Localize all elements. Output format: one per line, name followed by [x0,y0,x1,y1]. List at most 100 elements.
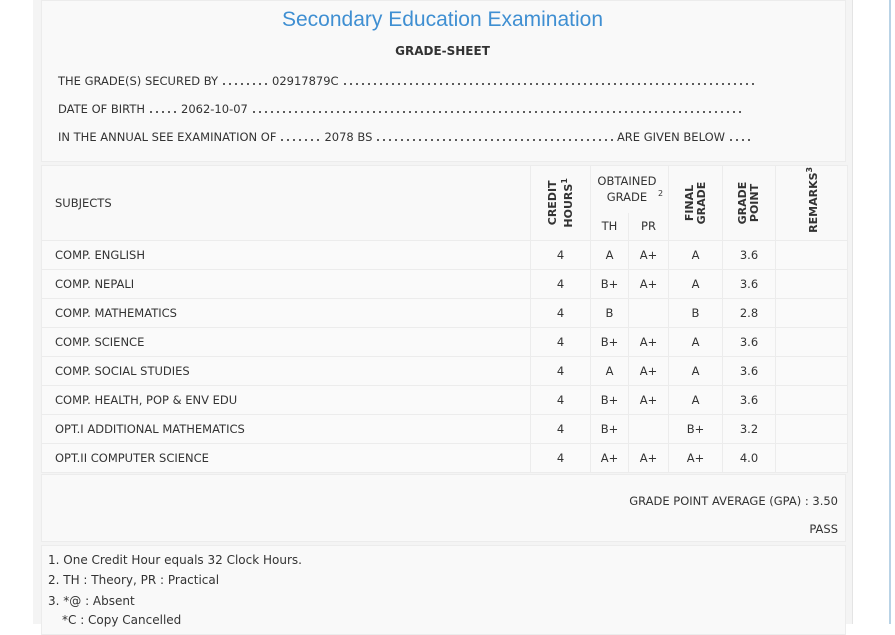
info-value: 2062-10-07 [181,102,248,116]
cell-pr [628,298,669,328]
header-obtained: OBTAINED GRADE 2 [590,165,669,213]
cell-credit: 4 [530,298,591,328]
header-text: OBTAINED GRADE [597,174,657,205]
cell-pr: A+ [628,269,669,299]
info-label: IN THE ANNUAL SEE EXAMINATION OF [58,130,277,144]
note: 1. One Credit Hour equals 32 Clock Hours… [48,553,302,567]
header-text: FINAL GRADE [682,181,708,225]
cell-th: B+ [590,269,629,299]
note: 2. TH : Theory, PR : Practical [48,573,220,587]
cell-subject: COMP. MATHEMATICS [41,298,531,328]
cell-gp: 3.6 [722,327,776,357]
scroll-edge [889,0,891,624]
cell-final: A [668,327,723,357]
header-remarks: REMARKS3 [775,165,848,241]
cell-remarks [775,269,848,299]
note: *C : Copy Cancelled [62,613,182,627]
result: PASS [809,522,838,536]
subtitle: GRADE-SHEET [395,44,490,58]
cell-subject: COMP. NEPALI [41,269,531,299]
cell-pr: A+ [628,327,669,357]
cell-th: B+ [590,385,629,415]
cell-final: B+ [668,414,723,444]
cell-pr: A+ [628,240,669,270]
cell-gp: 3.6 [722,240,776,270]
cell-subject: OPT.II COMPUTER SCIENCE [41,443,531,473]
cell-th: A [590,240,629,270]
cell-gp: 3.6 [722,385,776,415]
cell-final: A [668,240,723,270]
cell-subject: COMP. SOCIAL STUDIES [41,356,531,386]
header-gp: GRADE POINT [722,165,776,241]
header-text: REMARKS [806,172,820,233]
grade-table: SUBJECTS CREDIT HOURS1 OBTAINED GRADE 2 F… [41,165,848,473]
header-pr: PR [628,212,669,241]
cell-pr: A+ [628,356,669,386]
cell-remarks [775,385,848,415]
header-credit: CREDIT HOURS1 [530,165,591,241]
grade-row: COMP. NEPALI 4 B+ A+ A 3.6 [41,269,848,299]
grade-row: COMP. ENGLISH 4 A A+ A 3.6 [41,240,848,270]
info-line: IN THE ANNUAL SEE EXAMINATION OF 2078 BS A… [58,130,757,144]
header-subjects: SUBJECTS [41,165,531,241]
footnote-ref: 3 [804,167,814,173]
gpa-value: 3.50 [812,494,838,508]
cell-gp: 3.2 [722,414,776,444]
info-line: THE GRADE(S) SECURED BY 02917879C [58,74,757,88]
cell-remarks [775,443,848,473]
cell-remarks [775,414,848,444]
footnote-ref: 2 [657,189,664,199]
grade-row: COMP. HEALTH, POP & ENV EDU 4 B+ A+ A 3.6 [41,385,848,415]
grade-row: COMP. SOCIAL STUDIES 4 A A+ A 3.6 [41,356,848,386]
cell-pr: A+ [628,385,669,415]
grade-row: OPT.II COMPUTER SCIENCE 4 A+ A+ A+ 4.0 [41,443,848,473]
cell-credit: 4 [530,414,591,444]
footnote-ref: 1 [559,178,569,184]
cell-final: A+ [668,443,723,473]
header-final: FINAL GRADE [668,165,723,241]
grade-row: OPT.I ADDITIONAL MATHEMATICS 4 B+ B+ 3.2 [41,414,848,444]
note: 3. *@ : Absent [48,594,135,608]
grade-row: COMP. MATHEMATICS 4 B B 2.8 [41,298,848,328]
info-label: THE GRADE(S) SECURED BY [58,74,219,88]
cell-gp: 2.8 [722,298,776,328]
cell-subject: OPT.I ADDITIONAL MATHEMATICS [41,414,531,444]
cell-credit: 4 [530,385,591,415]
cell-gp: 4.0 [722,443,776,473]
cell-th: A [590,356,629,386]
notes-panel [41,545,846,635]
cell-pr: A+ [628,443,669,473]
cell-credit: 4 [530,240,591,270]
cell-final: A [668,385,723,415]
info-value: 2078 BS [324,130,373,144]
cell-th: A+ [590,443,629,473]
grade-sheet: Secondary Education Examination GRADE-SH… [33,0,853,635]
cell-th: B+ [590,327,629,357]
cell-final: A [668,356,723,386]
info-value: 02917879C [272,74,339,88]
cell-remarks [775,327,848,357]
gpa-label: GRADE POINT AVERAGE (GPA) : [629,494,809,508]
cell-final: A [668,269,723,299]
summary-panel [41,474,846,542]
gpa: GRADE POINT AVERAGE (GPA) : 3.50 [629,494,838,508]
cell-gp: 3.6 [722,356,776,386]
cell-final: B [668,298,723,328]
cell-subject: COMP. ENGLISH [41,240,531,270]
cell-credit: 4 [530,356,591,386]
cell-gp: 3.6 [722,269,776,299]
cell-pr [628,414,669,444]
header-text: GRADE POINT [736,181,761,225]
grade-row: COMP. SCIENCE 4 B+ A+ A 3.6 [41,327,848,357]
cell-remarks [775,356,848,386]
title: Secondary Education Examination [281,8,604,31]
cell-remarks [775,298,848,328]
info-line: DATE OF BIRTH 2062-10-07 [58,102,748,116]
cell-credit: 4 [530,327,591,357]
info-suffix: ARE GIVEN BELOW [616,130,725,144]
cell-th: B [590,298,629,328]
info-label: DATE OF BIRTH [58,102,146,116]
header-text: CREDIT HOURS [545,180,575,228]
cell-subject: COMP. SCIENCE [41,327,531,357]
